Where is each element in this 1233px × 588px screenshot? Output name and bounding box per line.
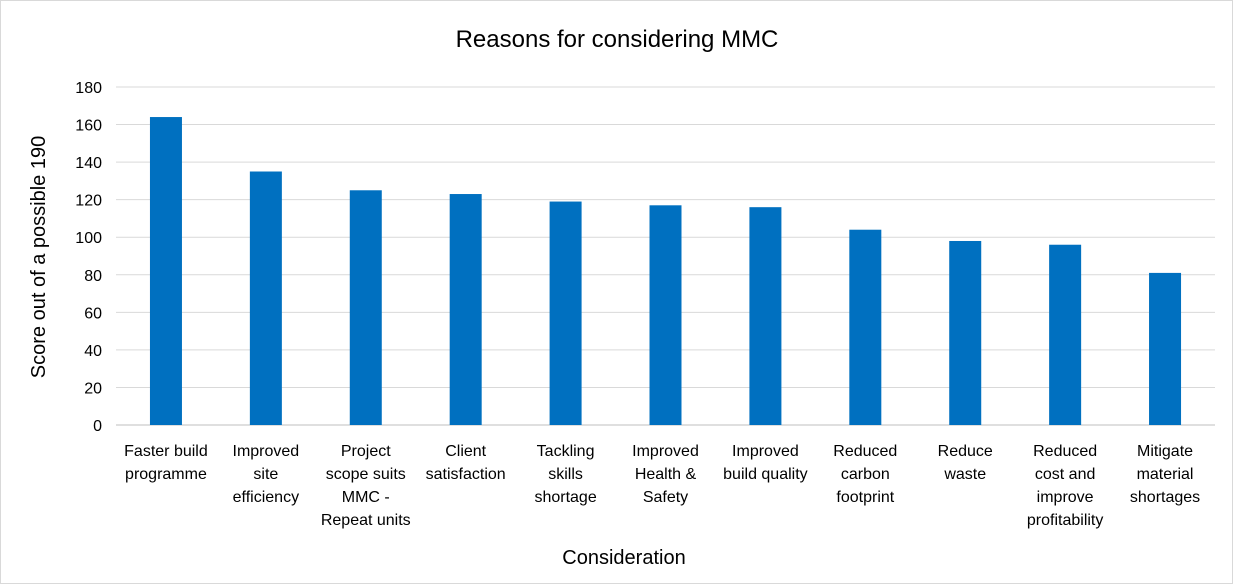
x-tick-label-line: Improved: [632, 443, 699, 460]
x-tick-label-line: cost and: [1035, 466, 1095, 483]
chart-title: Reasons for considering MMC: [456, 26, 779, 53]
y-tick-label: 0: [93, 418, 102, 435]
y-tick-label: 100: [75, 230, 102, 247]
x-tick-label-line: Client: [445, 443, 486, 460]
x-tick-label-line: profitability: [1027, 512, 1103, 529]
y-tick-label: 80: [84, 268, 102, 285]
x-tick-label: Reduce waste: [938, 443, 993, 483]
bar: [149, 117, 182, 426]
y-tick-label: 20: [84, 380, 102, 397]
x-tick-label-line: programme: [125, 466, 207, 483]
bar: [649, 205, 682, 425]
y-tick-label: 40: [84, 343, 102, 360]
bar: [1149, 272, 1182, 425]
x-tick-label-line: Health &: [635, 466, 697, 483]
x-tick-label-line: Faster build: [124, 443, 208, 460]
x-tick-label-line: Tackling: [537, 443, 595, 460]
y-tick-label: 140: [75, 155, 102, 172]
x-tick-label: Client satisfaction: [426, 443, 506, 483]
x-tick-label-line: Reduced: [1033, 443, 1097, 460]
x-tick-label-line: shortages: [1130, 489, 1200, 506]
x-tick-label-line: MMC -: [342, 489, 390, 506]
y-tick-label: 60: [84, 305, 102, 322]
x-tick-label: Improved site efficiency: [233, 443, 300, 506]
bar: [849, 229, 882, 425]
x-tick-label-line: Reduce: [938, 443, 993, 460]
y-tick-label: 180: [75, 80, 102, 97]
x-tick-label-line: site: [253, 466, 278, 483]
x-tick-label-line: Mitigate: [1137, 443, 1193, 460]
x-tick-label-line: Repeat units: [321, 512, 411, 529]
x-tick-label: Mitigate material shortages: [1130, 443, 1200, 506]
x-tick-label: Improved build quality: [723, 443, 808, 483]
x-tick-label-line: build quality: [723, 466, 808, 483]
x-tick-label: Project scope suits MMC - Repeat units: [321, 443, 411, 529]
y-axis-label: Score out of a possible 190: [28, 136, 50, 378]
x-tick-label: Improved Health & Safety: [632, 443, 699, 506]
x-tick-label-line: Improved: [233, 443, 300, 460]
x-tick-label-line: improve: [1037, 489, 1094, 506]
x-tick-label: Faster build programme: [124, 443, 208, 483]
y-tick-label: 120: [75, 193, 102, 210]
bar: [349, 190, 382, 425]
x-tick-label-line: Improved: [732, 443, 799, 460]
x-tick-label-line: footprint: [836, 489, 894, 506]
x-tick-label: Reduced carbon footprint: [833, 443, 897, 506]
bar: [449, 194, 482, 425]
x-tick-label-line: scope suits: [326, 466, 406, 483]
bar: [249, 171, 282, 425]
x-tick-label-line: waste: [943, 466, 986, 483]
x-axis-label: Consideration: [562, 547, 685, 569]
x-tick-label-line: Reduced: [833, 443, 897, 460]
x-tick-label-line: material: [1137, 466, 1194, 483]
x-tick-label-line: carbon: [841, 466, 890, 483]
x-tick-label: Tackling skills shortage: [534, 443, 596, 506]
x-tick-label-line: shortage: [534, 489, 596, 506]
bar: [1049, 244, 1082, 425]
bar: [549, 201, 582, 425]
x-tick-label-line: Project: [341, 443, 391, 460]
x-tick-label: Reduced cost and improve profitability: [1027, 443, 1103, 529]
x-tick-label-line: skills: [548, 466, 583, 483]
bar: [749, 207, 782, 425]
y-tick-label: 160: [75, 118, 102, 135]
bar: [949, 240, 982, 425]
x-tick-label-line: efficiency: [233, 489, 299, 506]
x-tick-label-line: Safety: [643, 489, 688, 506]
x-tick-label-line: satisfaction: [426, 466, 506, 483]
